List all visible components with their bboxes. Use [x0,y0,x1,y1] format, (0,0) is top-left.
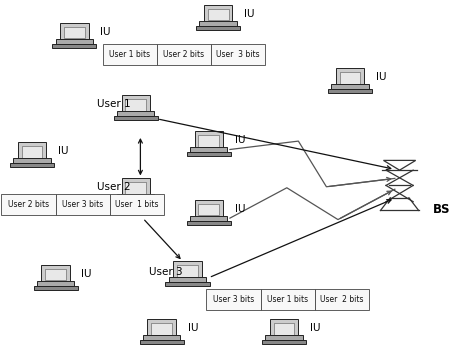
Bar [143,335,180,340]
Bar [10,163,54,167]
Bar [121,95,150,115]
Bar [22,146,42,158]
Text: User 2 bits: User 2 bits [164,50,205,59]
Bar [157,44,211,64]
Bar [169,277,206,282]
Bar [187,221,231,225]
Bar [147,319,176,339]
Text: User  2 bits: User 2 bits [320,295,364,304]
Bar [125,99,146,111]
Bar [262,340,306,344]
Bar [265,335,303,340]
Bar [117,111,155,116]
Text: IU: IU [100,27,111,37]
Bar [198,135,219,147]
Bar [190,147,228,152]
Bar [211,44,265,64]
Text: User  1 bits: User 1 bits [115,199,159,209]
Bar [200,21,237,25]
Bar [177,265,198,277]
Bar [195,131,223,151]
Bar [340,72,360,84]
Text: BS: BS [433,203,450,215]
Bar [196,25,240,29]
Bar [198,204,219,215]
Text: IU: IU [188,323,198,333]
Text: IU: IU [244,9,255,19]
Bar [37,281,74,286]
Bar [34,286,78,290]
Text: User 3 bits: User 3 bits [62,199,103,209]
Bar [206,289,261,310]
Text: User  3 bits: User 3 bits [216,50,260,59]
Bar [331,84,369,89]
Bar [1,194,55,214]
Bar [41,265,70,284]
Bar [187,152,231,156]
Bar [117,194,155,199]
Bar [103,44,157,64]
Bar [190,215,228,221]
Text: User 1 bits: User 1 bits [109,50,150,59]
Bar [114,199,158,203]
Bar [270,319,298,339]
Bar [55,194,110,214]
Bar [204,5,232,24]
Text: User 2: User 2 [97,182,131,193]
Bar [139,340,183,344]
Text: IU: IU [235,204,245,214]
Bar [64,27,85,39]
Bar [114,116,158,120]
Bar [165,282,210,286]
Bar [261,289,315,310]
Text: IU: IU [235,135,245,146]
Text: IU: IU [82,269,92,279]
Bar [195,200,223,219]
Text: User 3: User 3 [149,267,183,277]
Text: IU: IU [376,72,386,82]
Bar [336,68,364,87]
Text: IU: IU [58,146,68,156]
Bar [315,289,369,310]
Bar [173,261,201,281]
Bar [328,89,372,93]
Bar [56,39,93,44]
Bar [13,158,51,163]
Bar [45,269,66,281]
Text: User 1: User 1 [97,99,131,109]
Bar [125,182,146,194]
Text: User 2 bits: User 2 bits [8,199,49,209]
Bar [274,323,294,335]
Text: IU: IU [310,323,320,333]
Bar [121,178,150,198]
Text: User 3 bits: User 3 bits [213,295,254,304]
Bar [151,323,172,335]
Text: User 1 bits: User 1 bits [267,295,308,304]
Bar [110,194,164,214]
Bar [60,23,89,42]
Bar [52,44,97,48]
Bar [18,142,46,162]
Bar [208,9,228,20]
